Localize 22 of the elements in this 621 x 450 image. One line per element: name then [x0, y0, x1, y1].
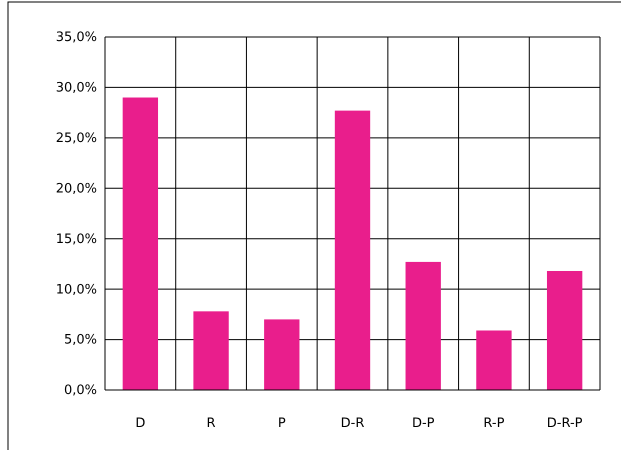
y-tick-label: 30,0%	[56, 80, 97, 96]
x-tick-label: D-R-P	[546, 416, 583, 432]
bar	[476, 330, 512, 390]
x-tick-label: D-R	[340, 416, 364, 432]
y-tick-label: 10,0%	[56, 282, 97, 298]
bar	[406, 262, 441, 390]
x-tick-label: D-P	[412, 416, 435, 432]
bar	[193, 311, 229, 390]
bar	[546, 270, 582, 390]
bar	[122, 98, 158, 390]
y-tick-label: 15,0%	[56, 232, 97, 247]
bar	[264, 319, 300, 390]
x-tick-label: D	[135, 416, 146, 432]
y-tick-label: 5,0%	[64, 332, 97, 348]
y-tick-label: 20,0%	[56, 181, 97, 196]
y-tick-label: 0,0%	[64, 383, 97, 398]
y-tick-label: 25,0%	[56, 131, 97, 146]
x-tick-label: R	[206, 416, 216, 432]
x-tick-label: R-P	[483, 416, 505, 432]
bar	[334, 110, 370, 390]
x-tick-label: P	[278, 416, 286, 432]
y-tick-label: 35,0%	[56, 30, 97, 46]
